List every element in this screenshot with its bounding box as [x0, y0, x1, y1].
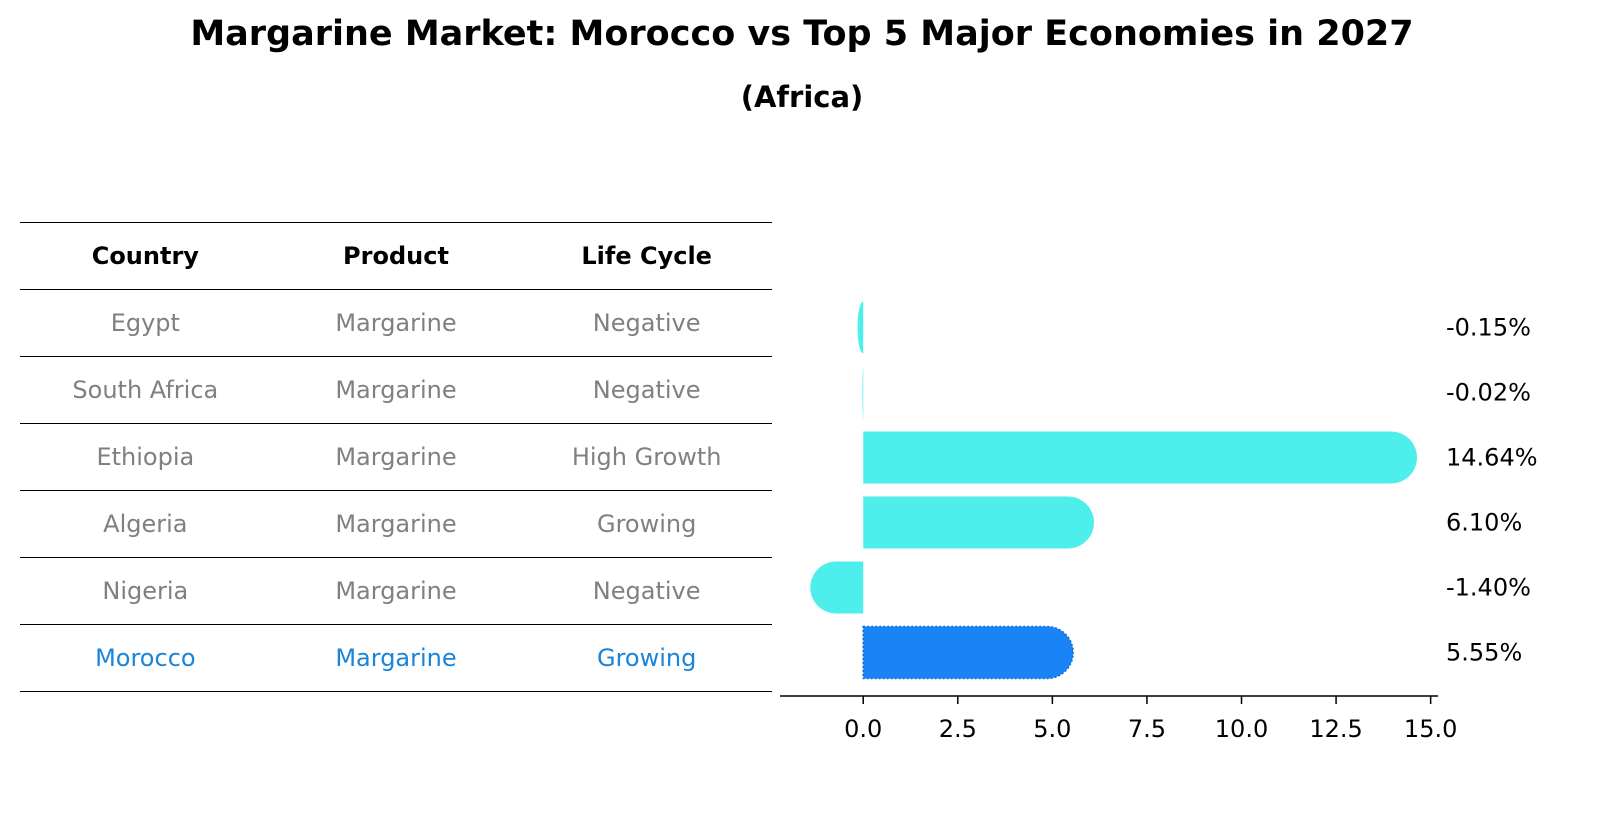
bar-value-label: -1.40% — [1446, 574, 1531, 602]
table-row: South Africa Margarine Negative — [20, 356, 772, 424]
bar — [857, 301, 864, 354]
table-row: Nigeria Margarine Negative — [20, 557, 772, 625]
table-row: Algeria Margarine Growing — [20, 490, 772, 558]
cell-life-cycle: Negative — [521, 557, 772, 625]
cell-country: Morocco — [20, 624, 271, 692]
x-tick-label: 15.0 — [1404, 715, 1457, 743]
table-header-row: Country Product Life Cycle — [20, 222, 772, 290]
table-row: Ethiopia Margarine High Growth — [20, 423, 772, 491]
cell-country: Algeria — [20, 490, 271, 558]
bar — [810, 561, 864, 614]
x-tick-label: 0.0 — [844, 715, 882, 743]
country-table: Country Product Life Cycle Egypt Margari… — [20, 222, 772, 692]
cell-country: Nigeria — [20, 557, 271, 625]
cell-life-cycle: Negative — [521, 289, 772, 357]
cell-life-cycle: Negative — [521, 356, 772, 424]
table-row-highlight: Morocco Margarine Growing — [20, 624, 772, 692]
table-row: Egypt Margarine Negative — [20, 289, 772, 357]
x-tick-label: 12.5 — [1309, 715, 1362, 743]
bar — [863, 496, 1094, 549]
chart-subtitle: (Africa) — [740, 80, 864, 114]
x-tick-label: 2.5 — [939, 715, 977, 743]
cell-product: Margarine — [270, 557, 522, 625]
cell-product: Margarine — [270, 289, 522, 357]
cell-country: Egypt — [20, 289, 271, 357]
cell-country: Ethiopia — [20, 423, 271, 491]
header-life-cycle: Life Cycle — [521, 222, 772, 290]
x-tick-label: 5.0 — [1033, 715, 1071, 743]
bar-value-label: 14.64% — [1446, 444, 1538, 472]
bar-value-label: -0.15% — [1446, 314, 1531, 342]
cell-product: Margarine — [270, 624, 522, 692]
bar-chart: -0.15% -0.02% 14.64% 6.10% -1.40% 5.55% 0.0 2.5… — [780, 301, 1538, 743]
bar — [863, 431, 1418, 484]
chart-title: Margarine Market: Morocco vs Top 5 Major… — [190, 14, 1414, 54]
cell-life-cycle: Growing — [521, 624, 772, 692]
bar-value-label: 5.55% — [1446, 639, 1522, 667]
header-product: Product — [270, 222, 522, 290]
cell-country: South Africa — [20, 356, 271, 424]
cell-product: Margarine — [270, 490, 522, 558]
cell-product: Margarine — [270, 356, 522, 424]
bar-highlight — [862, 625, 1074, 680]
bar-value-label: -0.02% — [1446, 379, 1531, 407]
cell-product: Margarine — [270, 423, 522, 491]
bar-value-label: 6.10% — [1446, 509, 1522, 537]
x-tick-label: 7.5 — [1128, 715, 1166, 743]
bar — [862, 366, 864, 419]
cell-life-cycle: High Growth — [521, 423, 772, 491]
header-country: Country — [20, 222, 271, 290]
x-tick-label: 10.0 — [1215, 715, 1268, 743]
cell-life-cycle: Growing — [521, 490, 772, 558]
